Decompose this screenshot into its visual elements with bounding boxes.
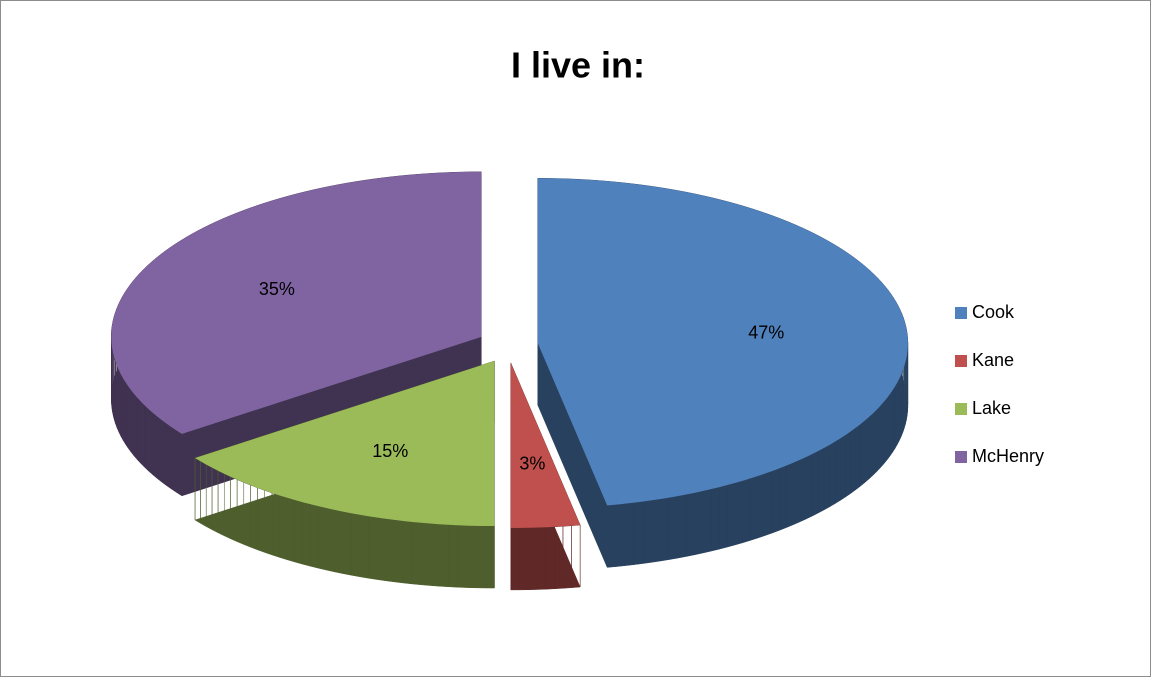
slice-top [510, 362, 581, 528]
legend-label: Cook [972, 302, 1015, 322]
data-label: 15% [372, 441, 408, 461]
slice: 15% [194, 360, 495, 589]
legend-label: Lake [972, 398, 1011, 418]
slice-top [537, 178, 908, 506]
slice-top [195, 361, 495, 527]
legend-swatch [955, 451, 967, 463]
slice: 47% [537, 178, 909, 568]
data-label: 47% [748, 322, 784, 342]
data-label: 35% [259, 279, 295, 299]
legend-label: McHenry [972, 446, 1044, 466]
legend-swatch [955, 355, 967, 367]
slice-top [111, 171, 482, 434]
slice: 3% [510, 362, 581, 591]
legend-label: Kane [972, 350, 1014, 370]
legend-swatch [955, 307, 967, 319]
legend-swatch [955, 403, 967, 415]
chart-title: I live in: [511, 45, 645, 86]
data-label: 3% [519, 454, 545, 474]
